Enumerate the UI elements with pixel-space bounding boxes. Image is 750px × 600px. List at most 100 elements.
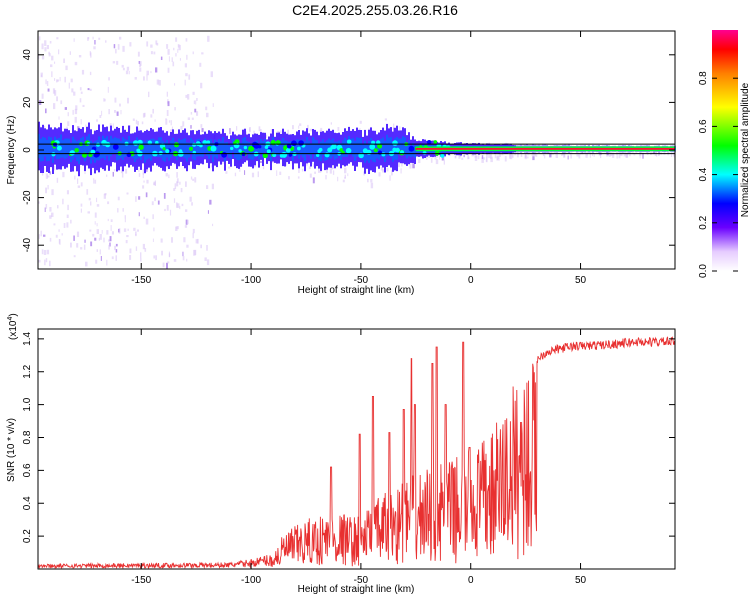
spectrogram-band-core — [324, 142, 326, 161]
spectrogram-speckle — [185, 181, 187, 187]
spectrogram-speckle — [454, 155, 457, 158]
spectrogram-speckle — [330, 122, 332, 125]
spectrogram-peak — [221, 151, 228, 158]
spectrogram-speckle — [139, 63, 141, 67]
spectrogram-speckle — [109, 123, 112, 128]
snr-ylabel: SNR (10 * v/v) — [6, 418, 17, 482]
spectrogram-speckle — [135, 196, 137, 202]
spectrogram-band-core — [262, 141, 264, 158]
spectrogram-speckle — [187, 117, 191, 120]
snr-multiplier: (x104) — [7, 313, 19, 340]
spectrogram-speckle — [70, 78, 73, 83]
spectrogram-band-core — [296, 139, 298, 156]
spectrogram-speckle — [186, 244, 189, 248]
spectrogram-speckle — [89, 51, 91, 56]
spectrogram-band-core — [334, 141, 336, 160]
spectrogram-speckle — [435, 159, 439, 165]
spectrogram-speckle — [51, 189, 54, 196]
spectrogram-speckle — [112, 123, 114, 128]
spectrogram-peak — [281, 151, 288, 158]
spectrogram-peak — [210, 145, 217, 152]
spectrogram-speckle — [210, 164, 212, 168]
spectrogram-speckle — [68, 82, 70, 89]
spectrogram-speckle — [249, 128, 251, 132]
spectrogram-ytick-label: 20 — [22, 96, 33, 108]
spectrogram-speckle — [190, 112, 193, 115]
spectrogram-speckle — [61, 233, 63, 236]
spectrogram-speckle — [191, 117, 194, 120]
snr-ytick-label: 0.6 — [22, 463, 33, 477]
spectrogram-speckle — [53, 165, 56, 171]
spectrogram-speckle — [567, 155, 569, 160]
spectrogram-speckle — [64, 76, 66, 83]
spectrogram-speckle — [73, 91, 76, 96]
spectrogram-speckle — [108, 244, 110, 250]
spectrogram-peak — [74, 148, 79, 153]
spectrogram-speckle — [467, 153, 469, 160]
spectrogram-speckle — [563, 152, 566, 157]
spectrogram-speckle — [262, 165, 265, 170]
spectrogram-band-core — [344, 137, 346, 157]
spectrogram-speckle — [642, 152, 644, 159]
spectrogram-speckle — [146, 74, 148, 81]
spectrogram-band-core — [140, 140, 142, 160]
spectrogram-speckle — [134, 77, 137, 80]
spectrogram-speckle — [126, 235, 129, 238]
spectrogram-speckle — [154, 197, 156, 202]
snr-ytick-label: 0.4 — [22, 496, 33, 510]
spectrogram-speckle — [56, 96, 58, 102]
spectrogram-band-core — [156, 140, 158, 157]
spectrogram-speckle — [175, 226, 178, 231]
spectrogram-speckle — [48, 51, 50, 55]
spectrogram-speckle — [512, 155, 514, 158]
spectrogram-ytick-label: -20 — [22, 190, 33, 205]
spectrogram-band-core — [128, 135, 130, 157]
spectrogram-speckle — [106, 259, 108, 266]
spectrogram-speckle — [173, 47, 175, 51]
spectrogram-speckle — [285, 161, 287, 166]
spectrogram-speckle — [192, 178, 195, 181]
spectrogram-ytick-label: 0 — [22, 147, 33, 153]
spectrogram-speckle — [77, 185, 81, 188]
colorbar-tick-label: 0.4 — [698, 167, 709, 181]
spectrogram-band-core — [306, 137, 308, 155]
spectrogram-speckle — [50, 64, 53, 68]
spectrogram-speckle — [160, 56, 163, 60]
spectrogram-peak — [339, 148, 344, 152]
spectrogram-speckle — [344, 174, 346, 179]
snr-plot: -150 -100 -50 0 50 0.2 0.4 0.6 0.8 1.0 1.2 1.4 Heig… — [6, 313, 676, 595]
spectrogram-speckle — [129, 255, 132, 260]
spectrogram-peak — [258, 145, 262, 149]
spectrogram-speckle — [125, 168, 128, 174]
spectrogram-band-core — [356, 137, 358, 157]
spectrogram-speckle — [145, 167, 148, 172]
snr-plot-area — [38, 329, 675, 569]
spectrogram-speckle — [561, 153, 563, 156]
spectrogram-speckle — [44, 47, 47, 52]
spectrogram-band-core — [136, 137, 138, 160]
spectrogram-speckle — [189, 196, 192, 202]
spectrogram-speckle — [163, 193, 166, 199]
spectrogram-peak — [297, 146, 301, 151]
spectrogram-band-core — [218, 139, 220, 154]
spectrogram-speckle — [125, 240, 128, 244]
spectrogram-speckle — [501, 153, 504, 156]
spectrogram-peak — [433, 140, 438, 144]
spectrogram-band-core — [104, 138, 106, 160]
spectrogram-peak — [316, 153, 320, 157]
spectrogram-band-core — [222, 137, 224, 154]
spectrogram-speckle — [59, 77, 61, 82]
spectrogram-speckle — [82, 104, 85, 107]
spectrogram-band-core — [272, 137, 274, 154]
spectrogram-band-core — [242, 138, 244, 156]
spectrogram-band-core — [302, 139, 304, 158]
spectrogram-speckle — [393, 123, 395, 128]
spectrogram-band-core — [352, 138, 354, 157]
spectrogram-speckle — [188, 74, 191, 80]
spectrogram-speckle — [80, 91, 83, 94]
spectrogram-band-core — [66, 138, 68, 158]
spectrogram-band-core — [176, 142, 178, 161]
spectrogram-speckle — [66, 214, 69, 218]
spectrogram-speckle — [152, 238, 154, 242]
spectrogram-speckle — [112, 61, 116, 64]
